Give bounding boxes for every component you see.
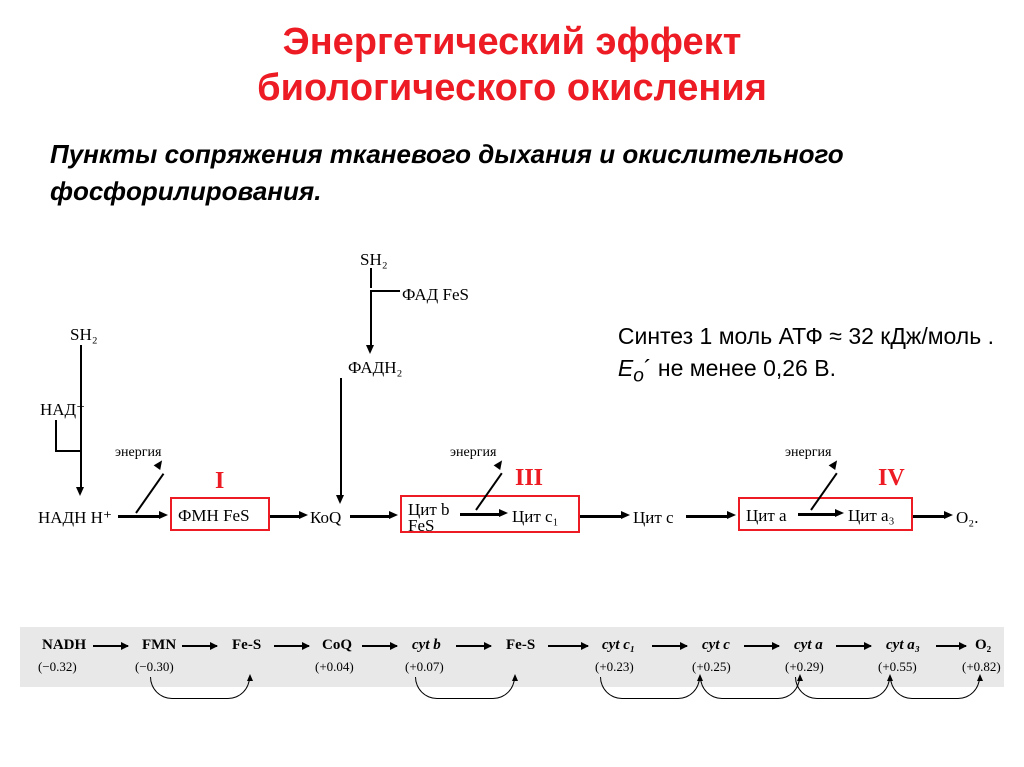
pot-cytb: cyt b — [412, 637, 441, 654]
redox-potential-strip: NADH (−0.32) FMN (−0.30) Fe-S CoQ (+0.04… — [20, 627, 1004, 687]
node-fes2: FeS — [408, 516, 434, 536]
label-energy-2: энергия — [450, 445, 496, 461]
node-sh2-1: SH₂ — [70, 325, 98, 345]
electron-transport-diagram: SH₂ НАД⁺ НАДН Н⁺ энергия ФМН FeS I КоQ S… — [20, 250, 1000, 560]
pot-fes: Fe-S — [232, 637, 261, 654]
node-o2: О₂. — [956, 508, 978, 528]
node-sh2-2: SH₂ — [360, 250, 388, 270]
node-nad: НАД⁺ — [40, 400, 85, 420]
pot-fmn: FMN — [142, 637, 176, 654]
pot-cytc1: cyt c₁ — [602, 637, 635, 654]
node-fadh2: ФАДН₂ — [348, 358, 402, 378]
node-fadfes: ФАД FeS — [402, 285, 469, 305]
label-complex-1: I — [215, 468, 224, 495]
label-energy-3: энергия — [785, 445, 831, 461]
node-cytc: Цит с — [633, 508, 674, 528]
node-cyta: Цит а — [746, 506, 787, 526]
label-complex-3: III — [515, 465, 543, 492]
pot-fes2: Fe-S — [506, 637, 535, 654]
pot-cyta: cyt a — [794, 637, 823, 654]
slide-subtitle: Пункты сопряжения тканевого дыхания и ок… — [0, 111, 1024, 209]
node-fmn: ФМН FeS — [178, 506, 250, 526]
pot-nadh: NADH — [42, 637, 86, 654]
label-energy-1: энергия — [115, 445, 161, 461]
label-complex-4: IV — [878, 465, 905, 492]
node-nadhh: НАДН Н⁺ — [38, 508, 112, 528]
slide-title: Энергетический эффект биологического оки… — [0, 0, 1024, 111]
pot-cyta3: cyt a₃ — [886, 637, 920, 654]
pot-cytc: cyt c — [702, 637, 730, 654]
pot-o2: O₂ — [975, 637, 991, 654]
pot-coq: CoQ — [322, 637, 352, 654]
node-cytc1: Цит с₁ — [512, 507, 559, 527]
node-coq: КоQ — [310, 508, 341, 528]
node-cyta3: Цит а₃ — [848, 506, 895, 526]
